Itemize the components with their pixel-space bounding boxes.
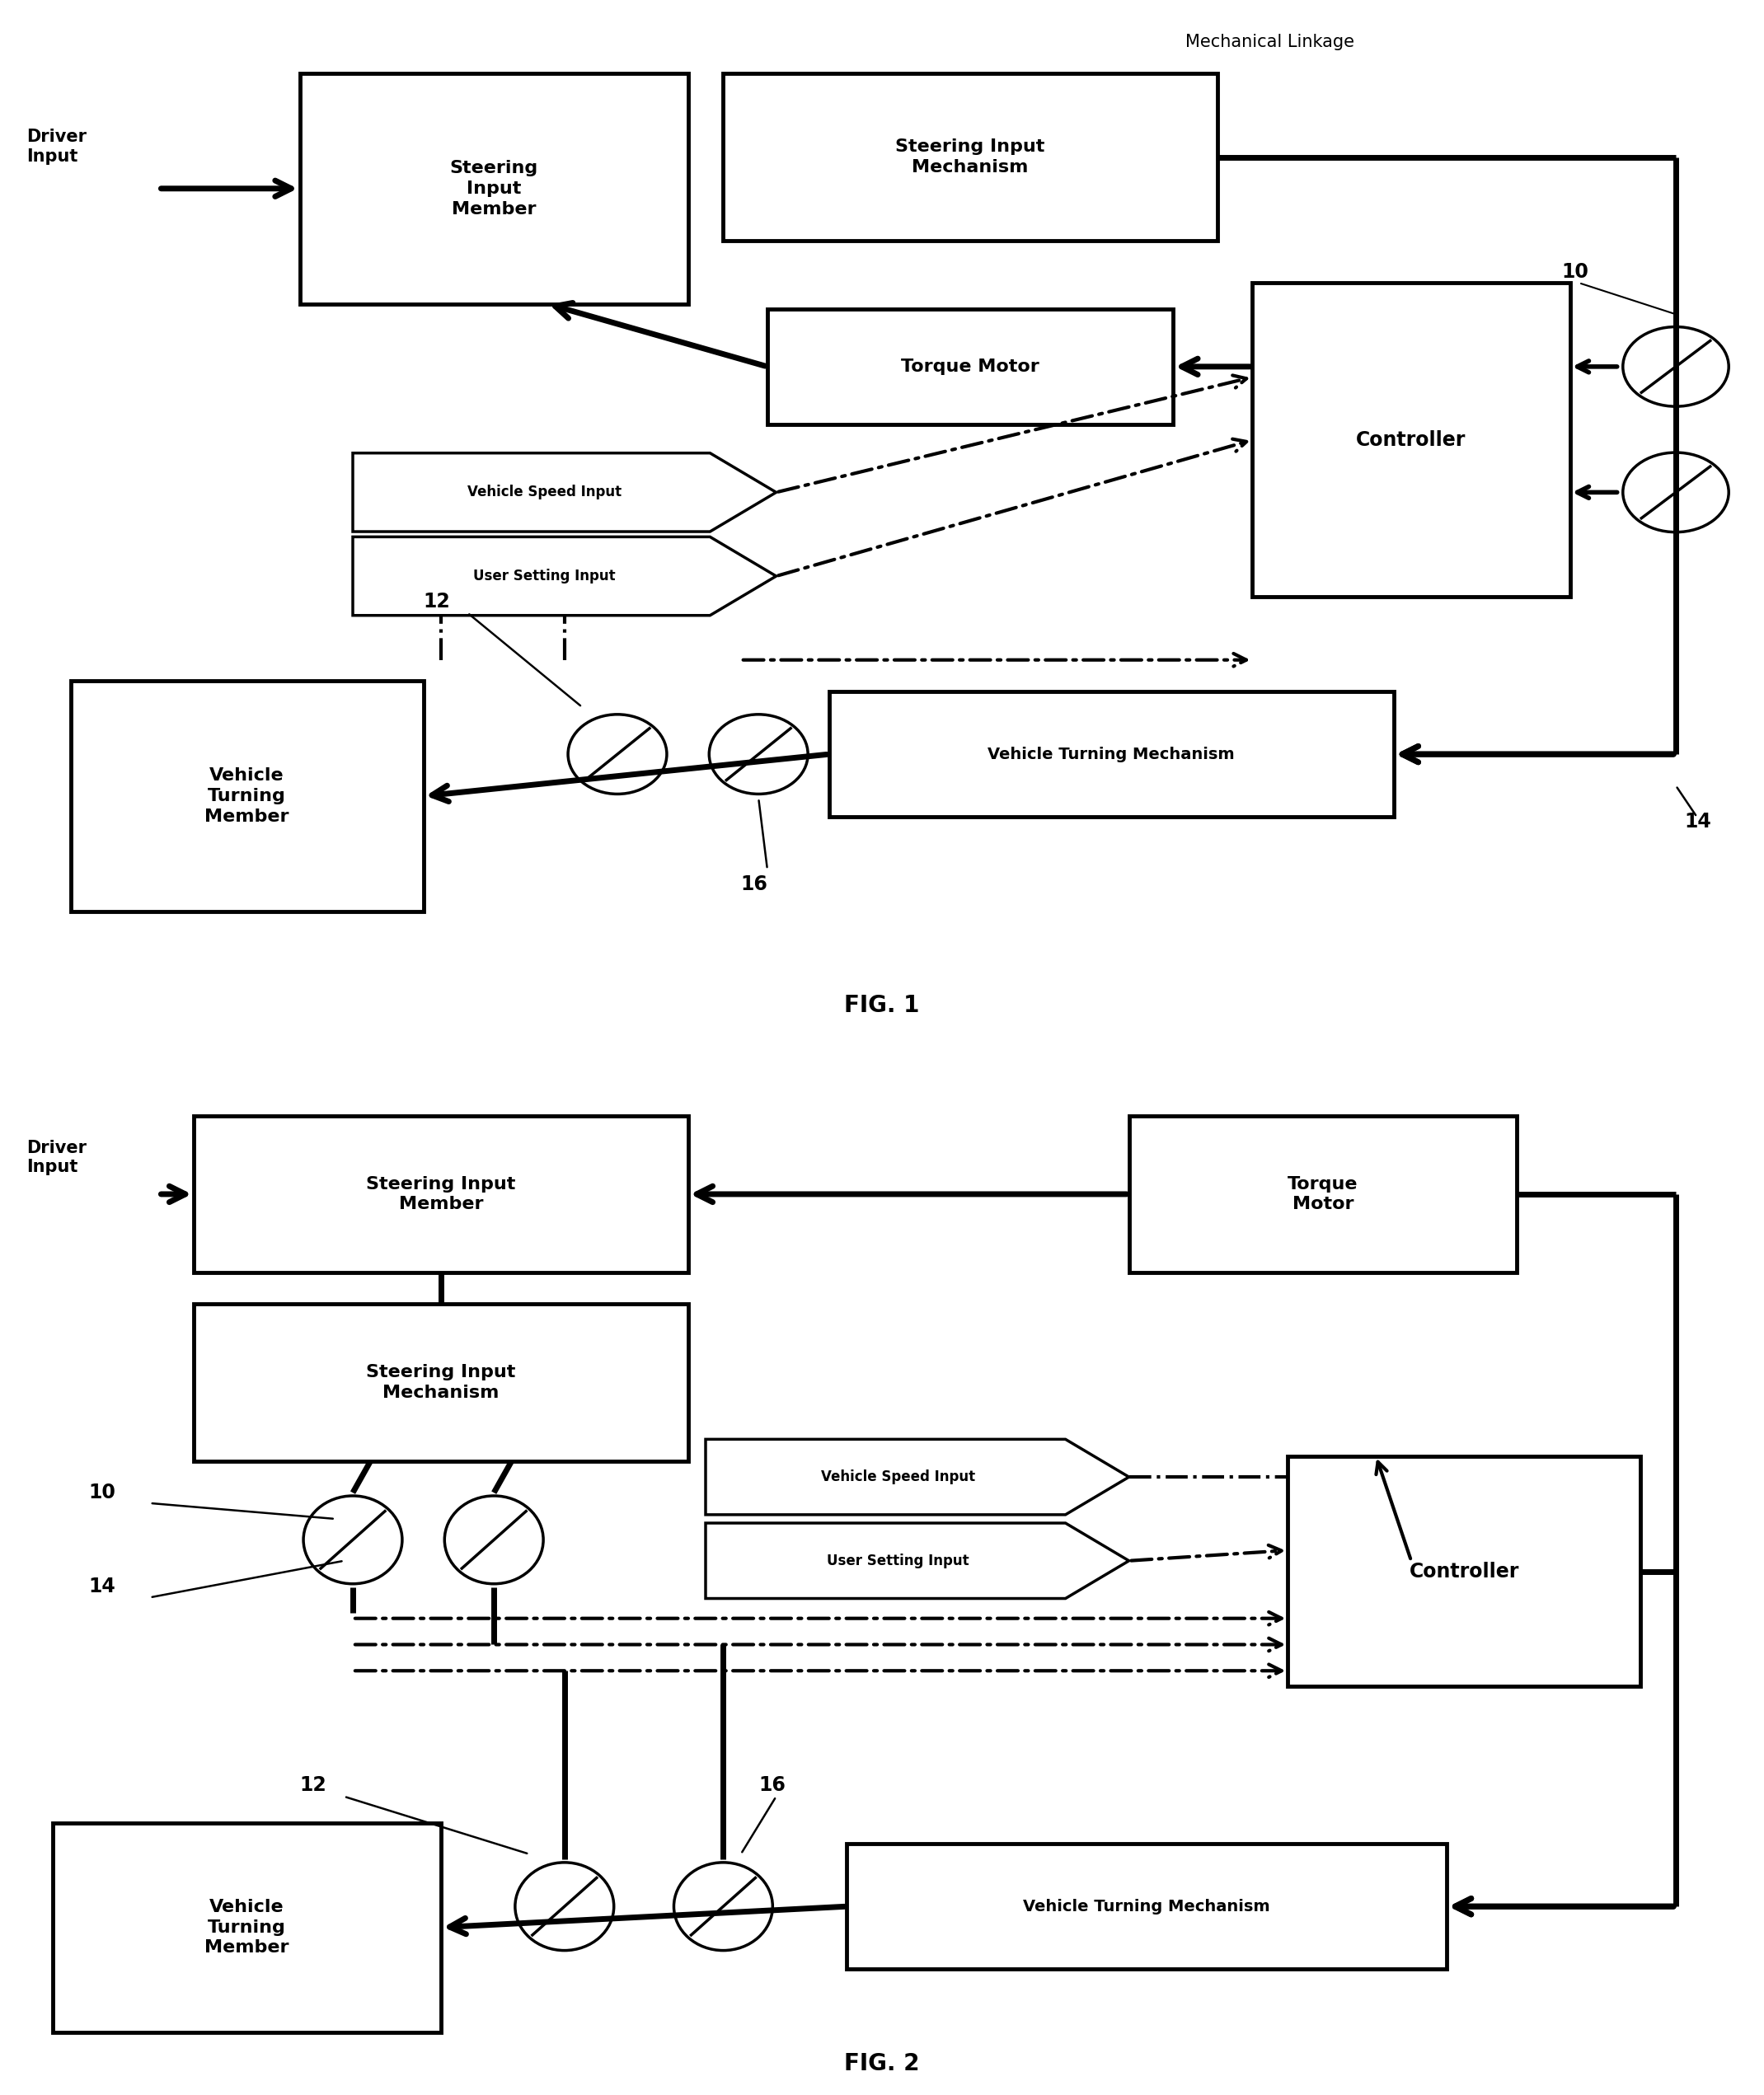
Text: Vehicle
Turning
Member: Vehicle Turning Member [205, 767, 289, 825]
Text: Steering Input
Mechanism: Steering Input Mechanism [367, 1364, 515, 1402]
FancyBboxPatch shape [53, 1823, 441, 2032]
Text: User Setting Input: User Setting Input [827, 1552, 970, 1569]
Text: Controller: Controller [1409, 1561, 1519, 1582]
FancyBboxPatch shape [71, 681, 423, 911]
FancyBboxPatch shape [1288, 1456, 1641, 1686]
Polygon shape [353, 453, 776, 532]
FancyBboxPatch shape [300, 73, 688, 304]
FancyBboxPatch shape [847, 1844, 1446, 1969]
Text: Driver
Input: Driver Input [26, 130, 86, 163]
Text: Vehicle Turning Mechanism: Vehicle Turning Mechanism [988, 746, 1235, 763]
Text: 10: 10 [88, 1483, 115, 1502]
Text: FIG. 1: FIG. 1 [845, 993, 919, 1018]
FancyBboxPatch shape [829, 691, 1394, 817]
Text: Vehicle Speed Input: Vehicle Speed Input [820, 1469, 975, 1485]
Text: Controller: Controller [1357, 429, 1466, 450]
Text: 14: 14 [88, 1578, 115, 1596]
Text: Steering Input
Mechanism: Steering Input Mechanism [896, 138, 1044, 176]
FancyBboxPatch shape [723, 73, 1217, 241]
Text: 10: 10 [1561, 262, 1588, 281]
Text: FIG. 2: FIG. 2 [845, 2051, 919, 2076]
Polygon shape [706, 1439, 1129, 1515]
Text: Vehicle
Turning
Member: Vehicle Turning Member [205, 1898, 289, 1957]
Text: Vehicle Speed Input: Vehicle Speed Input [467, 484, 621, 501]
Text: Mechanical Linkage: Mechanical Linkage [1185, 34, 1355, 50]
Text: 14: 14 [1685, 813, 1711, 832]
Text: User Setting Input: User Setting Input [473, 568, 616, 585]
FancyBboxPatch shape [767, 308, 1173, 423]
FancyBboxPatch shape [194, 1115, 688, 1272]
Text: Driver
Input: Driver Input [26, 1140, 86, 1175]
Text: 16: 16 [741, 876, 767, 895]
Text: Torque Motor: Torque Motor [901, 358, 1039, 375]
Text: Steering
Input
Member: Steering Input Member [450, 159, 538, 218]
Text: Torque
Motor: Torque Motor [1288, 1175, 1358, 1213]
Text: Vehicle Turning Mechanism: Vehicle Turning Mechanism [1023, 1898, 1270, 1915]
FancyBboxPatch shape [1252, 283, 1570, 597]
Polygon shape [353, 536, 776, 616]
FancyBboxPatch shape [194, 1303, 688, 1462]
Text: Steering Input
Member: Steering Input Member [367, 1175, 515, 1213]
Polygon shape [706, 1523, 1129, 1598]
Text: 12: 12 [423, 593, 450, 612]
Text: 12: 12 [300, 1777, 326, 1795]
Text: 16: 16 [759, 1777, 785, 1795]
FancyBboxPatch shape [1129, 1115, 1517, 1272]
